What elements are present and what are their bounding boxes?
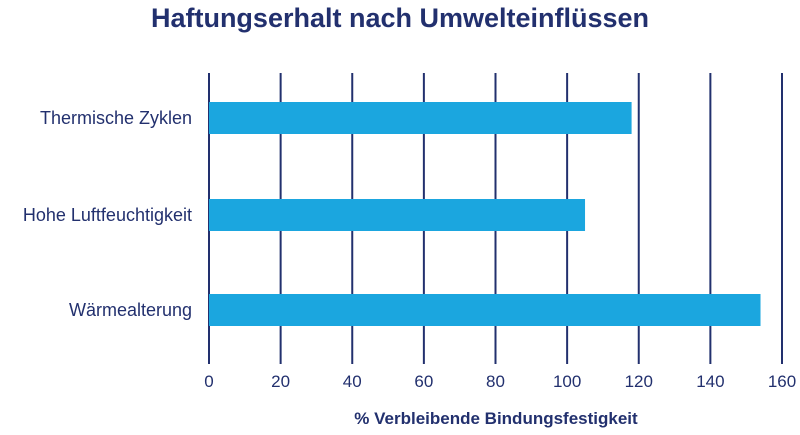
x-tick-label-20: 20 [271,372,290,391]
x-tick-label-80: 80 [486,372,505,391]
x-tick-label-40: 40 [343,372,362,391]
x-axis-title: % Verbleibende Bindungsfestigkeit [354,409,638,428]
x-tick-label-100: 100 [553,372,581,391]
category-label-0: Thermische Zyklen [40,108,192,128]
bars [209,102,761,326]
x-tick-label-140: 140 [696,372,724,391]
category-label-2: Wärmealterung [69,300,192,320]
bar-1 [209,199,586,231]
bar-0 [209,102,632,134]
bar-2 [209,294,761,326]
x-tick-label-120: 120 [625,372,653,391]
chart-title: Haftungserhalt nach Umwelteinflüssen [150,3,650,33]
x-tick-label-0: 0 [204,372,213,391]
x-tick-label-60: 60 [414,372,433,391]
x-tick-labels: 0 20 40 60 80 100 120 140 160 [204,372,796,391]
category-labels: Thermische Zyklen Hohe Luftfeuchtigkeit Wä… [23,108,192,320]
category-label-1: Hohe Luftfeuchtigkeit [23,205,192,225]
x-tick-label-160: 160 [768,372,796,391]
